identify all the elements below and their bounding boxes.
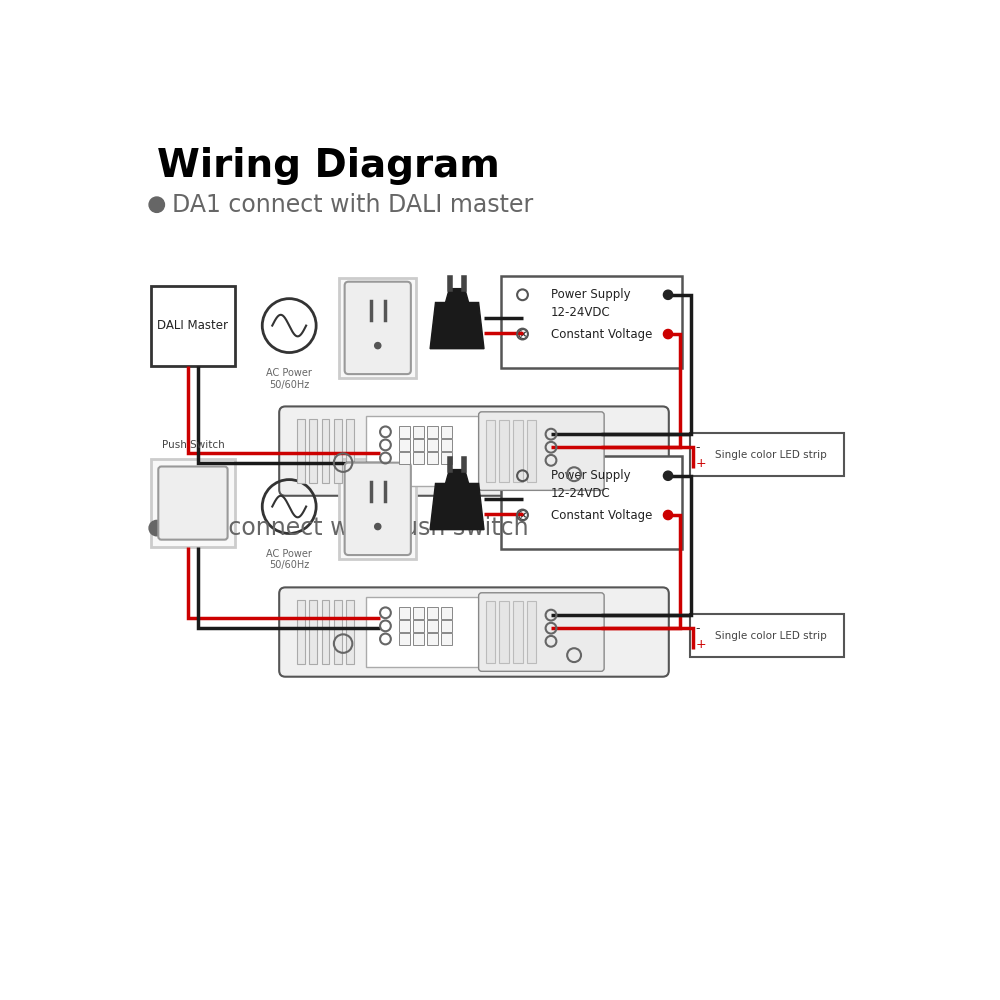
Bar bbox=[366, 416, 539, 486]
Text: DALI Master: DALI Master bbox=[157, 319, 228, 332]
Text: Constant Voltage: Constant Voltage bbox=[551, 509, 652, 522]
Polygon shape bbox=[430, 483, 484, 530]
Circle shape bbox=[663, 471, 673, 480]
Bar bbox=[441, 633, 452, 645]
Bar bbox=[501, 276, 682, 368]
Bar bbox=[413, 633, 424, 645]
Text: AC Power
50/60Hz: AC Power 50/60Hz bbox=[266, 549, 312, 570]
Bar bbox=[499, 601, 509, 663]
Text: DA1 connect with push switch: DA1 connect with push switch bbox=[172, 516, 529, 540]
Bar bbox=[346, 419, 354, 483]
Bar bbox=[427, 426, 438, 438]
Text: +: + bbox=[696, 457, 706, 470]
Text: Power Supply: Power Supply bbox=[551, 288, 631, 301]
Bar bbox=[334, 419, 342, 483]
Bar bbox=[334, 600, 342, 664]
Circle shape bbox=[375, 523, 381, 530]
Circle shape bbox=[663, 329, 673, 339]
Bar bbox=[690, 433, 844, 476]
FancyBboxPatch shape bbox=[345, 282, 411, 374]
Bar bbox=[513, 601, 523, 663]
Bar bbox=[427, 620, 438, 632]
Text: Power Supply: Power Supply bbox=[551, 469, 631, 482]
Text: 12-24VDC: 12-24VDC bbox=[551, 306, 611, 319]
Bar bbox=[346, 600, 354, 664]
Bar bbox=[399, 633, 410, 645]
Bar bbox=[427, 439, 438, 451]
Polygon shape bbox=[446, 470, 469, 483]
Bar bbox=[413, 426, 424, 438]
Bar bbox=[413, 439, 424, 451]
Text: -: - bbox=[696, 622, 700, 635]
Bar bbox=[413, 620, 424, 632]
Bar bbox=[309, 600, 317, 664]
Text: DA1 connect with DALI master: DA1 connect with DALI master bbox=[172, 193, 533, 217]
Bar bbox=[366, 597, 539, 667]
Text: Constant Voltage: Constant Voltage bbox=[551, 328, 652, 341]
Circle shape bbox=[149, 197, 164, 212]
FancyBboxPatch shape bbox=[279, 406, 669, 496]
Bar bbox=[399, 426, 410, 438]
Bar bbox=[441, 452, 452, 464]
Bar bbox=[399, 607, 410, 619]
Bar bbox=[309, 419, 317, 483]
Bar bbox=[441, 426, 452, 438]
Bar bbox=[527, 601, 536, 663]
Polygon shape bbox=[430, 302, 484, 349]
Bar bbox=[399, 439, 410, 451]
Bar bbox=[322, 600, 329, 664]
FancyBboxPatch shape bbox=[345, 463, 411, 555]
Bar bbox=[413, 452, 424, 464]
Text: Single color LED strip: Single color LED strip bbox=[715, 631, 826, 641]
Text: Wiring Diagram: Wiring Diagram bbox=[157, 147, 500, 185]
Text: +: + bbox=[696, 638, 706, 651]
Bar bbox=[499, 420, 509, 482]
Bar bbox=[486, 420, 495, 482]
Circle shape bbox=[663, 290, 673, 299]
Bar bbox=[441, 607, 452, 619]
Circle shape bbox=[375, 343, 381, 349]
Polygon shape bbox=[446, 289, 469, 302]
Bar bbox=[322, 419, 329, 483]
Bar bbox=[690, 614, 844, 657]
FancyBboxPatch shape bbox=[279, 587, 669, 677]
Bar bbox=[399, 620, 410, 632]
Bar bbox=[527, 420, 536, 482]
Text: ⊗: ⊗ bbox=[516, 327, 529, 342]
Text: Push Switch: Push Switch bbox=[162, 440, 224, 450]
FancyBboxPatch shape bbox=[158, 466, 228, 540]
Text: Single color LED strip: Single color LED strip bbox=[715, 450, 826, 460]
Bar bbox=[427, 607, 438, 619]
FancyBboxPatch shape bbox=[479, 412, 604, 490]
Text: ⊗: ⊗ bbox=[516, 508, 529, 523]
Bar bbox=[513, 420, 523, 482]
Bar bbox=[501, 456, 682, 549]
Bar bbox=[339, 459, 416, 559]
Bar bbox=[339, 278, 416, 378]
Bar bbox=[297, 600, 305, 664]
Text: AC Power
50/60Hz: AC Power 50/60Hz bbox=[266, 368, 312, 390]
Bar bbox=[486, 601, 495, 663]
Bar bbox=[427, 633, 438, 645]
Text: 12-24VDC: 12-24VDC bbox=[551, 487, 611, 500]
Text: -: - bbox=[696, 441, 700, 454]
Bar bbox=[413, 607, 424, 619]
Bar bbox=[151, 459, 235, 547]
Bar bbox=[427, 452, 438, 464]
Circle shape bbox=[663, 510, 673, 520]
Bar bbox=[441, 439, 452, 451]
Circle shape bbox=[149, 520, 164, 536]
Bar bbox=[297, 419, 305, 483]
Bar bbox=[151, 286, 235, 366]
Bar bbox=[441, 620, 452, 632]
Bar bbox=[399, 452, 410, 464]
FancyBboxPatch shape bbox=[479, 593, 604, 671]
